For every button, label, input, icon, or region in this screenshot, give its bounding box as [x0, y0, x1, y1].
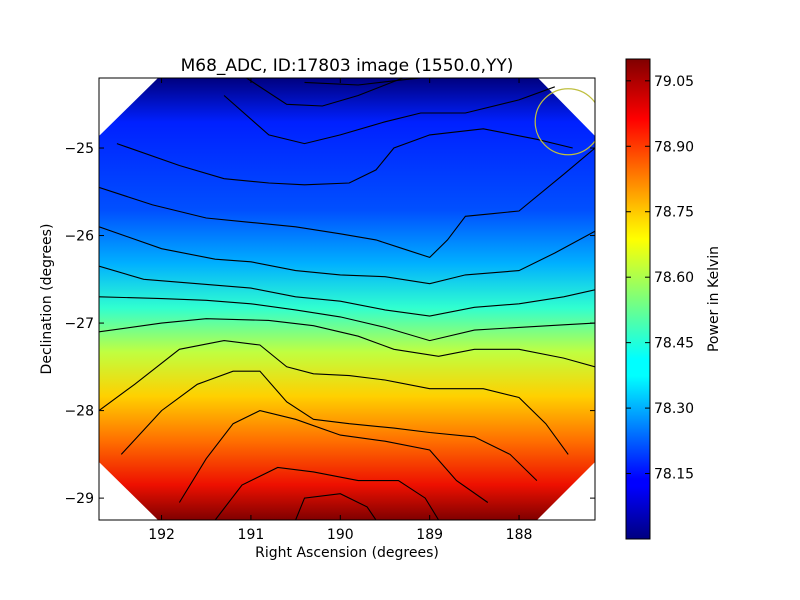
contour-line	[99, 147, 595, 259]
x-tick-label: 188	[506, 527, 533, 543]
y-axis-label: Declination (degrees)	[39, 224, 55, 375]
y-axis-ticks: −25 −26 −27 −28 −29	[64, 141, 595, 507]
contour-lines	[99, 78, 595, 520]
colorbar-tick-label: 78.15	[654, 467, 694, 483]
contour-line	[223, 86, 555, 145]
contour-line	[304, 78, 421, 86]
y-tick-label: −28	[64, 404, 94, 420]
x-tick-label: 191	[238, 527, 265, 543]
colorbar: 78.15 78.30 78.45 78.60 78.75 78.90 79.05 Powe…	[625, 58, 722, 540]
contour-line	[295, 493, 377, 520]
plot-area	[99, 78, 595, 520]
x-axis-ticks: 192 191 190 189 188	[148, 78, 532, 543]
colorbar-tick-label: 78.45	[654, 336, 694, 352]
contour-line	[214, 466, 440, 520]
colorbar-tick-label: 78.60	[654, 270, 694, 286]
contour-line	[99, 296, 595, 342]
colorbar-tick-label: 78.30	[654, 401, 694, 417]
x-tick-label: 190	[327, 527, 354, 543]
colorbar-ticks: 78.15 78.30 78.45 78.60 78.75 78.90 79.05	[626, 74, 694, 483]
contour-line	[99, 226, 595, 285]
contour-line	[178, 410, 489, 503]
contour-line	[246, 78, 404, 107]
contour-line	[116, 128, 573, 186]
contour-line	[99, 318, 595, 368]
y-tick-label: −25	[64, 141, 94, 157]
chart-title: M68_ADC, ID:17803 image (1550.0,YY)	[181, 56, 514, 76]
y-tick-label: −29	[64, 491, 94, 507]
y-tick-label: −27	[64, 316, 94, 332]
contour-line	[99, 340, 569, 455]
colorbar-tick-label: 78.75	[654, 205, 694, 221]
colorbar-gradient	[625, 58, 651, 540]
contour-line	[120, 370, 538, 481]
colorbar-tick-label: 79.05	[654, 74, 694, 90]
beam-circle	[534, 88, 595, 156]
contour-line	[99, 265, 595, 317]
plot-frame	[98, 77, 596, 521]
x-axis-label: Right Ascension (degrees)	[255, 545, 439, 561]
colorbar-tick-label: 78.90	[654, 139, 694, 155]
x-tick-label: 189	[416, 527, 443, 543]
x-tick-label: 192	[148, 527, 175, 543]
colorbar-label: Power in Kelvin	[706, 246, 722, 352]
y-tick-label: −26	[64, 229, 94, 245]
